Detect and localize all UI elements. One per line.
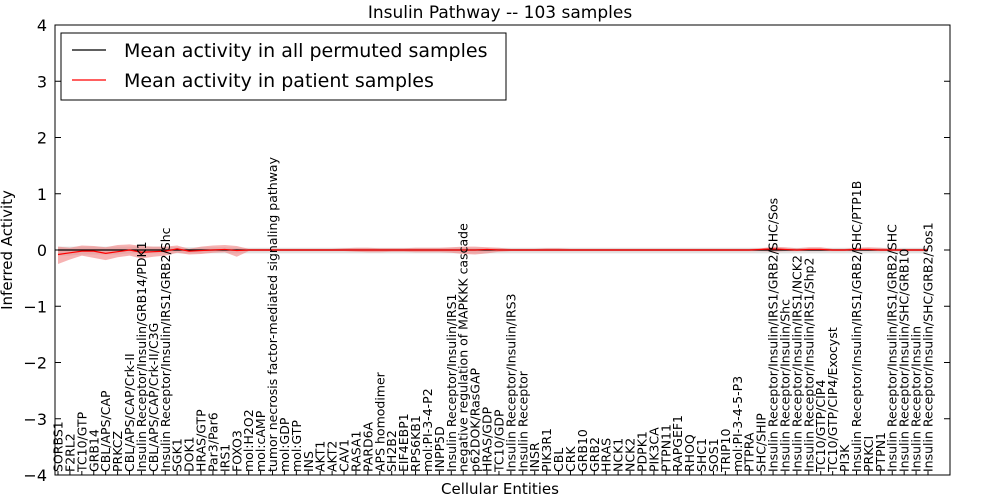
x-tick-label: TC10/GTP/CIP4/Exocyst	[825, 327, 840, 473]
x-tick-label: CBL/APS/CAP/Crk-II	[122, 353, 137, 472]
x-tick-label: RAPGEF1	[670, 415, 685, 472]
x-tick-label: TC10/GTP/CIP4	[813, 380, 828, 473]
x-tick-label: NCK2	[623, 438, 638, 472]
legend-frame	[60, 32, 507, 101]
x-tick-label: PRKCZ	[110, 431, 125, 472]
x-axis-tick-labels: SORBS1F2RL2TC10/GTPGRB14CBL/APS/CAPPRKCZ…	[51, 156, 936, 475]
y-tick-label: 3	[37, 72, 47, 91]
x-tick-label: INS	[301, 451, 316, 472]
x-tick-label: Insulin Receptor	[515, 370, 530, 472]
x-tick-label: GRB10	[575, 429, 590, 472]
x-tick-label: PI3K	[837, 444, 852, 472]
x-tick-label: Insulin Receptor/Insulin/SHC/GRB10	[897, 249, 912, 472]
x-tick-label: Par3/Par6	[205, 412, 220, 472]
y-tick-label: −4	[23, 466, 47, 485]
y-tick-label: −3	[23, 410, 47, 429]
y-tick-label: −1	[23, 297, 47, 316]
x-tick-label: Insulin Receptor/Insulin/IRS1	[444, 294, 459, 472]
x-tick-label: GRB2	[587, 437, 602, 472]
x-tick-label: RPS6KB1	[408, 415, 423, 472]
x-tick-label: DOK1	[182, 436, 197, 472]
x-tick-label: HRAS	[599, 438, 614, 472]
x-tick-label: AKT2	[325, 441, 340, 472]
x-tick-label: INPP5D	[432, 426, 447, 472]
x-tick-label: Insulin Receptor/Insulin/GRB14/PDK1	[134, 241, 149, 472]
x-tick-label: mol:cAMP	[253, 410, 268, 472]
x-tick-label: PIK3R1	[539, 428, 554, 472]
x-tick-label: NCK1	[611, 438, 626, 472]
x-tick-label: PARD6A	[360, 421, 375, 472]
x-tick-label: SOS1	[706, 438, 721, 472]
x-tick-label: TC10/GTP	[74, 411, 89, 473]
x-tick-label: IRS1	[217, 444, 232, 472]
x-tick-label: INSR	[527, 442, 542, 472]
x-tick-label: SGK1	[170, 438, 185, 472]
x-tick-label: Insulin Receptor/Insulin	[909, 326, 924, 472]
x-tick-label: HRAS/GTP	[194, 409, 209, 472]
x-tick-label: Insulin Receptor/Insulin/IRS1/GRB2/SHC	[885, 224, 900, 472]
x-tick-label: AKT1	[313, 441, 328, 472]
x-tick-label: Insulin Receptor/Insulin/Shc	[777, 299, 792, 472]
legend-label-patient: Mean activity in patient samples	[124, 70, 434, 92]
x-tick-label: Insulin Receptor/Insulin/IRS1/GRB2/SHC/S…	[766, 198, 781, 472]
x-tick-label: tumor necrosis factor-mediated signaling…	[265, 156, 280, 472]
y-axis: −4 −3 −2 −1 0 1 2 3 4	[23, 16, 950, 485]
x-tick-label: PRKCI	[861, 436, 876, 472]
x-tick-label: PTPN1	[873, 432, 888, 472]
y-tick-label: 4	[37, 16, 47, 35]
x-tick-label: GRB14	[86, 429, 101, 472]
x-tick-label: CRK	[563, 446, 578, 472]
x-axis-label: Cellular Entities	[441, 480, 559, 498]
patient-mean-line	[57, 248, 928, 256]
series-lines	[57, 248, 928, 256]
x-tick-label: negative regulation of MAPKKK cascade	[456, 223, 471, 472]
x-tick-label: mol:PI-3-4-5-P3	[730, 376, 745, 472]
x-tick-label: F2RL2	[62, 433, 77, 472]
patient-confidence-band	[58, 244, 928, 265]
x-tick-label: Insulin Receptor/Insulin/IRS1/Shp2	[801, 258, 816, 472]
x-tick-label: APS homodimer	[372, 371, 387, 472]
x-tick-label: CBL/APS/CAP/Crk-II/C3G	[146, 323, 161, 472]
x-tick-label: CAV1	[337, 439, 352, 472]
x-tick-label: Insulin Receptor/Insulin/IRS3	[503, 294, 518, 472]
x-tick-label: EIF4EBP1	[396, 413, 411, 472]
confidence-bands	[58, 244, 928, 265]
x-tick-label: mol:PI-3-4-P2	[420, 388, 435, 472]
y-tick-label: 1	[37, 185, 47, 204]
x-tick-label: mol:H2O2	[241, 409, 256, 472]
x-tick-label: SH2B2	[384, 430, 399, 472]
x-tick-label: TRIP10	[718, 429, 733, 473]
x-tick-label: Insulin Receptor/Insulin/IRS1/GRB2/Shc	[158, 227, 173, 472]
x-tick-label: FOXO3	[229, 430, 244, 472]
x-tick-label: SHC/SHIP	[754, 413, 769, 472]
chart-title: Insulin Pathway -- 103 samples	[368, 3, 633, 23]
x-tick-label: HRAS/GDP	[480, 406, 495, 472]
legend-label-permuted: Mean activity in all permuted samples	[124, 40, 487, 62]
y-tick-label: 0	[37, 241, 47, 260]
x-tick-label: mol:GTP	[289, 420, 304, 472]
x-tick-label: p62DOK/RasGAP	[468, 367, 483, 472]
y-tick-label: 2	[37, 129, 47, 148]
x-tick-label: Insulin Receptor/Insulin/SHC/GRB2/Sos1	[921, 222, 936, 472]
legend: Mean activity in all permuted samples Me…	[60, 32, 507, 101]
x-tick-label: TC10/GDP	[491, 409, 506, 473]
x-tick-label: CBL	[551, 448, 566, 472]
x-tick-label: PTPRA	[742, 432, 757, 472]
y-tick-label: −2	[23, 354, 47, 373]
y-axis-label: Inferred Activity	[0, 190, 16, 310]
x-tick-label: SHC1	[694, 438, 709, 472]
x-tick-label: mol:GDP	[277, 417, 292, 472]
x-tick-label: RASA1	[348, 431, 363, 472]
x-tick-label: PIK3CA	[646, 427, 661, 472]
x-tick-label: PTPN11	[658, 424, 673, 472]
x-tick-label: Insulin Receptor/Insulin/IRS1/GRB2/SHC/P…	[849, 181, 864, 472]
x-tick-label: CBL/APS/CAP	[98, 390, 113, 472]
x-tick-label: RHOQ	[682, 434, 697, 472]
x-tick-label: PDPK1	[634, 431, 649, 472]
x-tick-label: Insulin Receptor/Insulin/IRS1/NCK2	[789, 255, 804, 472]
x-tick-label: SORBS1	[51, 421, 66, 472]
